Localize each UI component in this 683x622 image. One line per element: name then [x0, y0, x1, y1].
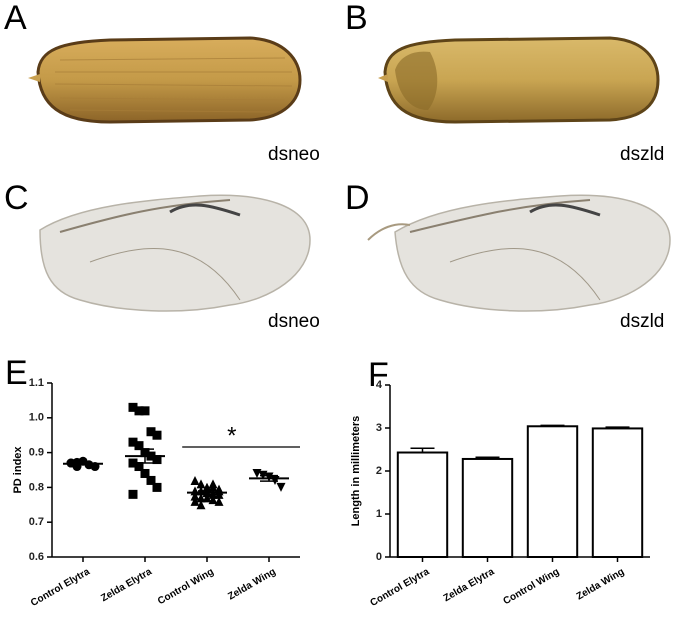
x-tick-label: Zelda Elytra	[99, 566, 154, 604]
wing-photo	[39, 194, 311, 312]
y-tick-label: 1.1	[29, 377, 44, 389]
dot	[202, 482, 212, 492]
dot	[134, 441, 144, 451]
dot	[128, 489, 138, 499]
x-tick-label: Control Wing	[156, 566, 216, 607]
panel-label: dsneo	[268, 144, 320, 165]
wing-photo	[367, 194, 671, 312]
x-tick-label: Zelda Wing	[226, 566, 278, 602]
panel-label: dszld	[620, 311, 664, 332]
y-tick-label: 4	[376, 379, 383, 391]
panel-letter: B	[345, 0, 368, 37]
dot	[190, 475, 200, 485]
y-tick-label: 0.6	[29, 551, 44, 563]
x-tick-label: Zelda Wing	[575, 566, 627, 602]
dot	[146, 427, 156, 437]
dot	[128, 437, 138, 447]
dot	[128, 402, 138, 412]
dot	[276, 482, 286, 492]
dot	[202, 493, 212, 503]
dot	[140, 468, 150, 478]
y-tick-label: 0	[376, 551, 382, 563]
dot	[196, 500, 206, 510]
bar	[461, 457, 514, 558]
dot	[152, 430, 162, 440]
dot	[134, 406, 144, 416]
panel-letter: C	[4, 179, 29, 217]
bar	[526, 425, 579, 558]
panel-letter: F	[368, 356, 389, 394]
dot	[134, 462, 144, 472]
y-tick-label: 3	[376, 422, 382, 434]
x-tick-label: Zelda Elytra	[442, 566, 497, 604]
y-tick-label: 2	[376, 465, 382, 477]
y-tick-label: 0.9	[29, 447, 44, 459]
x-tick-label: Control Wing	[502, 566, 562, 607]
dot	[214, 496, 224, 506]
panel-letter: D	[345, 179, 370, 217]
y-tick-label: 1.0	[29, 412, 44, 424]
dot	[128, 458, 138, 468]
y-tick-label: 0.7	[29, 516, 44, 528]
elytron-photo	[28, 36, 302, 124]
dot	[152, 455, 162, 465]
panel-label: dsneo	[268, 311, 320, 332]
x-tick-label: Control Elytra	[29, 566, 92, 609]
dot	[152, 482, 162, 492]
significance-star: *	[227, 422, 236, 449]
dot	[140, 406, 150, 416]
dot	[208, 479, 218, 489]
dot	[208, 495, 218, 505]
dot	[190, 496, 200, 506]
dot	[190, 491, 200, 501]
y-tick-label: 1	[376, 508, 382, 520]
y-axis-label: PD index	[12, 446, 24, 494]
y-axis-label: Length in millimeters	[350, 416, 362, 527]
dot	[146, 475, 156, 485]
y-tick-label: 0.8	[29, 481, 44, 493]
dot	[196, 493, 206, 503]
panel-letter: A	[4, 0, 27, 37]
panel-letter: E	[5, 354, 28, 392]
bar	[396, 451, 449, 559]
panel-label: dszld	[620, 144, 664, 165]
dot	[196, 479, 206, 489]
elytron-photo	[378, 36, 660, 124]
x-tick-label: Control Elytra	[369, 566, 432, 609]
bar	[591, 427, 644, 558]
